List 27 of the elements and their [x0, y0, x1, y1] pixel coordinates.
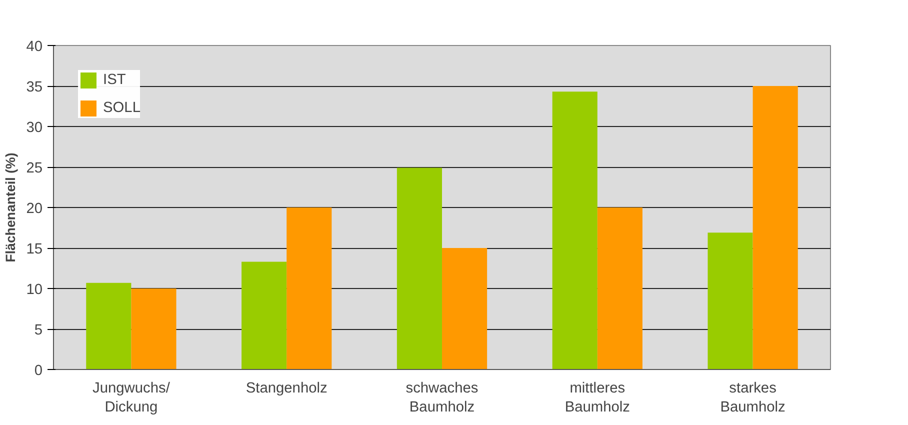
- y-tick-label: 35: [26, 80, 43, 96]
- x-tick-label: Stangenholz: [246, 380, 328, 396]
- y-tick-label: 0: [34, 363, 43, 379]
- x-tick-label: mittleres Baumholz: [564, 380, 630, 416]
- bar: [396, 168, 442, 370]
- legend-label: SOLL: [103, 100, 140, 116]
- y-tick-label: 40: [26, 39, 43, 55]
- bar: [86, 282, 132, 370]
- x-tick-label: schwaches Baumholz: [406, 380, 478, 416]
- y-tick-label: 25: [26, 160, 43, 176]
- legend-label: IST: [103, 72, 126, 88]
- bar: [131, 288, 176, 370]
- y-tick-label: 20: [26, 201, 43, 217]
- y-tick-label: 30: [26, 120, 43, 136]
- x-tick-label: Jungwuchs/ Dickung: [92, 380, 171, 416]
- bar: [708, 232, 753, 370]
- y-tick-label: 5: [34, 322, 43, 338]
- y-tick-label: 10: [26, 282, 43, 298]
- bar: [442, 248, 488, 370]
- bar: [242, 262, 287, 370]
- x-tick-label: starkes Baumholz: [720, 380, 786, 416]
- bar: [552, 92, 598, 370]
- bar: [286, 208, 332, 370]
- y-axis-title: Flächenanteil (%): [3, 152, 18, 262]
- bar: [752, 86, 798, 370]
- y-tick-label: 15: [26, 242, 43, 258]
- bar: [597, 208, 642, 370]
